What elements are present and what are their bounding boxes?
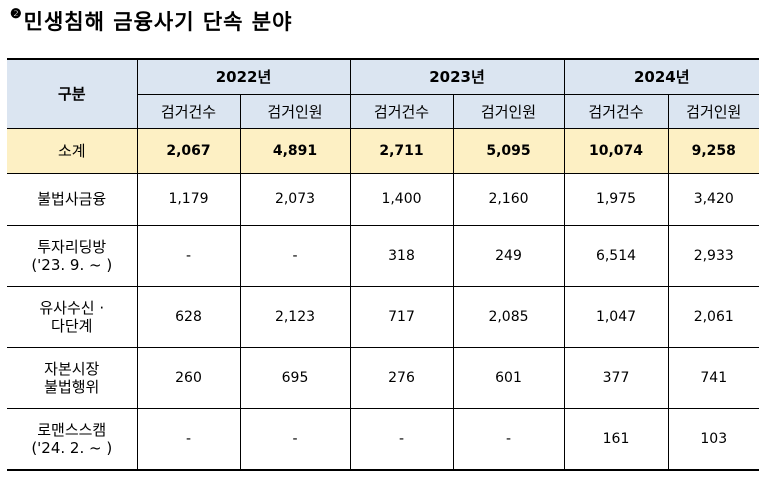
table-cell: 2,073 bbox=[239, 172, 351, 226]
year-header-2024: 2024년 bbox=[563, 58, 759, 95]
table-cell: 377 bbox=[563, 346, 669, 409]
table-cell: 2,123 bbox=[239, 285, 351, 348]
table-cell: 9,258 bbox=[667, 127, 759, 174]
table-row-subtotal: 소계 2,067 4,891 2,711 5,095 10,074 9,258 bbox=[7, 127, 759, 174]
table-cell: 628 bbox=[136, 285, 241, 348]
table-cell: 1,047 bbox=[563, 285, 669, 348]
row-label: 유사수신 · 다단계 bbox=[7, 285, 138, 348]
table-cell: 741 bbox=[667, 346, 759, 409]
table-cell: 10,074 bbox=[563, 127, 669, 174]
table-cell: 276 bbox=[349, 346, 454, 409]
table-cell: 1,975 bbox=[563, 172, 669, 226]
table-cell: 2,711 bbox=[349, 127, 454, 174]
sub-header-persons: 검거인원 bbox=[667, 93, 759, 129]
row-label: 소계 bbox=[7, 127, 138, 174]
table-cell: - bbox=[239, 224, 351, 287]
table-cell: - bbox=[452, 407, 565, 471]
table-row: 투자리딩방 ('23. 9. ~ ) - - 318 249 6,514 2,93… bbox=[7, 224, 759, 287]
sub-header-cases: 검거건수 bbox=[563, 93, 669, 129]
section-number-marker: ❷ bbox=[10, 7, 23, 22]
table-row: 자본시장 불법행위 260 695 276 601 377 741 bbox=[7, 346, 759, 409]
section-title: ❷민생침해 금융사기 단속 분야 bbox=[10, 6, 292, 36]
row-label-line: 자본시장 bbox=[44, 359, 100, 378]
table-cell: - bbox=[239, 407, 351, 471]
table-cell: 2,160 bbox=[452, 172, 565, 226]
table-cell: 601 bbox=[452, 346, 565, 409]
row-label-line: ('23. 9. ~ ) bbox=[31, 255, 113, 274]
row-label-line: 로맨스스캠 bbox=[37, 420, 107, 439]
row-label-line: 불법행위 bbox=[44, 377, 100, 396]
section-title-text: 민생침해 금융사기 단속 분야 bbox=[23, 9, 293, 34]
table-cell: 6,514 bbox=[563, 224, 669, 287]
table-cell: - bbox=[136, 407, 241, 471]
table-cell: - bbox=[349, 407, 454, 471]
row-label-line: ('24. 2. ~ ) bbox=[31, 438, 113, 457]
row-label-line: 유사수신 · bbox=[39, 298, 105, 317]
table-cell: 260 bbox=[136, 346, 241, 409]
table-cell: 2,067 bbox=[136, 127, 241, 174]
year-header-2023: 2023년 bbox=[349, 58, 565, 95]
table-row: 불법사금융 1,179 2,073 1,400 2,160 1,975 3,42… bbox=[7, 172, 759, 226]
sub-header-persons: 검거인원 bbox=[452, 93, 565, 129]
table-cell: 1,179 bbox=[136, 172, 241, 226]
table-cell: - bbox=[136, 224, 241, 287]
row-label-line: 다단계 bbox=[51, 316, 93, 335]
table-row: 로맨스스캠 ('24. 2. ~ ) - - - - 161 103 bbox=[7, 407, 759, 471]
sub-header-cases: 검거건수 bbox=[136, 93, 241, 129]
statistics-table: 구분 2022년 2023년 2024년 검거건수 검거인원 검거건수 검거인원… bbox=[7, 58, 759, 471]
table-cell: 5,095 bbox=[452, 127, 565, 174]
table-cell: 2,061 bbox=[667, 285, 759, 348]
row-label: 자본시장 불법행위 bbox=[7, 346, 138, 409]
table-cell: 1,400 bbox=[349, 172, 454, 226]
table-cell: 103 bbox=[667, 407, 759, 471]
table-cell: 3,420 bbox=[667, 172, 759, 226]
table-cell: 695 bbox=[239, 346, 351, 409]
row-label-line: 투자리딩방 bbox=[37, 237, 107, 256]
table-cell: 2,933 bbox=[667, 224, 759, 287]
row-label: 불법사금융 bbox=[7, 172, 138, 226]
row-label: 투자리딩방 ('23. 9. ~ ) bbox=[7, 224, 138, 287]
table-cell: 249 bbox=[452, 224, 565, 287]
row-label: 로맨스스캠 ('24. 2. ~ ) bbox=[7, 407, 138, 471]
category-header: 구분 bbox=[7, 58, 138, 129]
year-header-2022: 2022년 bbox=[136, 58, 351, 95]
table-cell: 161 bbox=[563, 407, 669, 471]
table-row: 유사수신 · 다단계 628 2,123 717 2,085 1,047 2,06… bbox=[7, 285, 759, 348]
table-cell: 318 bbox=[349, 224, 454, 287]
sub-header-cases: 검거건수 bbox=[349, 93, 454, 129]
sub-header-persons: 검거인원 bbox=[239, 93, 351, 129]
table-cell: 4,891 bbox=[239, 127, 351, 174]
table-cell: 717 bbox=[349, 285, 454, 348]
table-cell: 2,085 bbox=[452, 285, 565, 348]
